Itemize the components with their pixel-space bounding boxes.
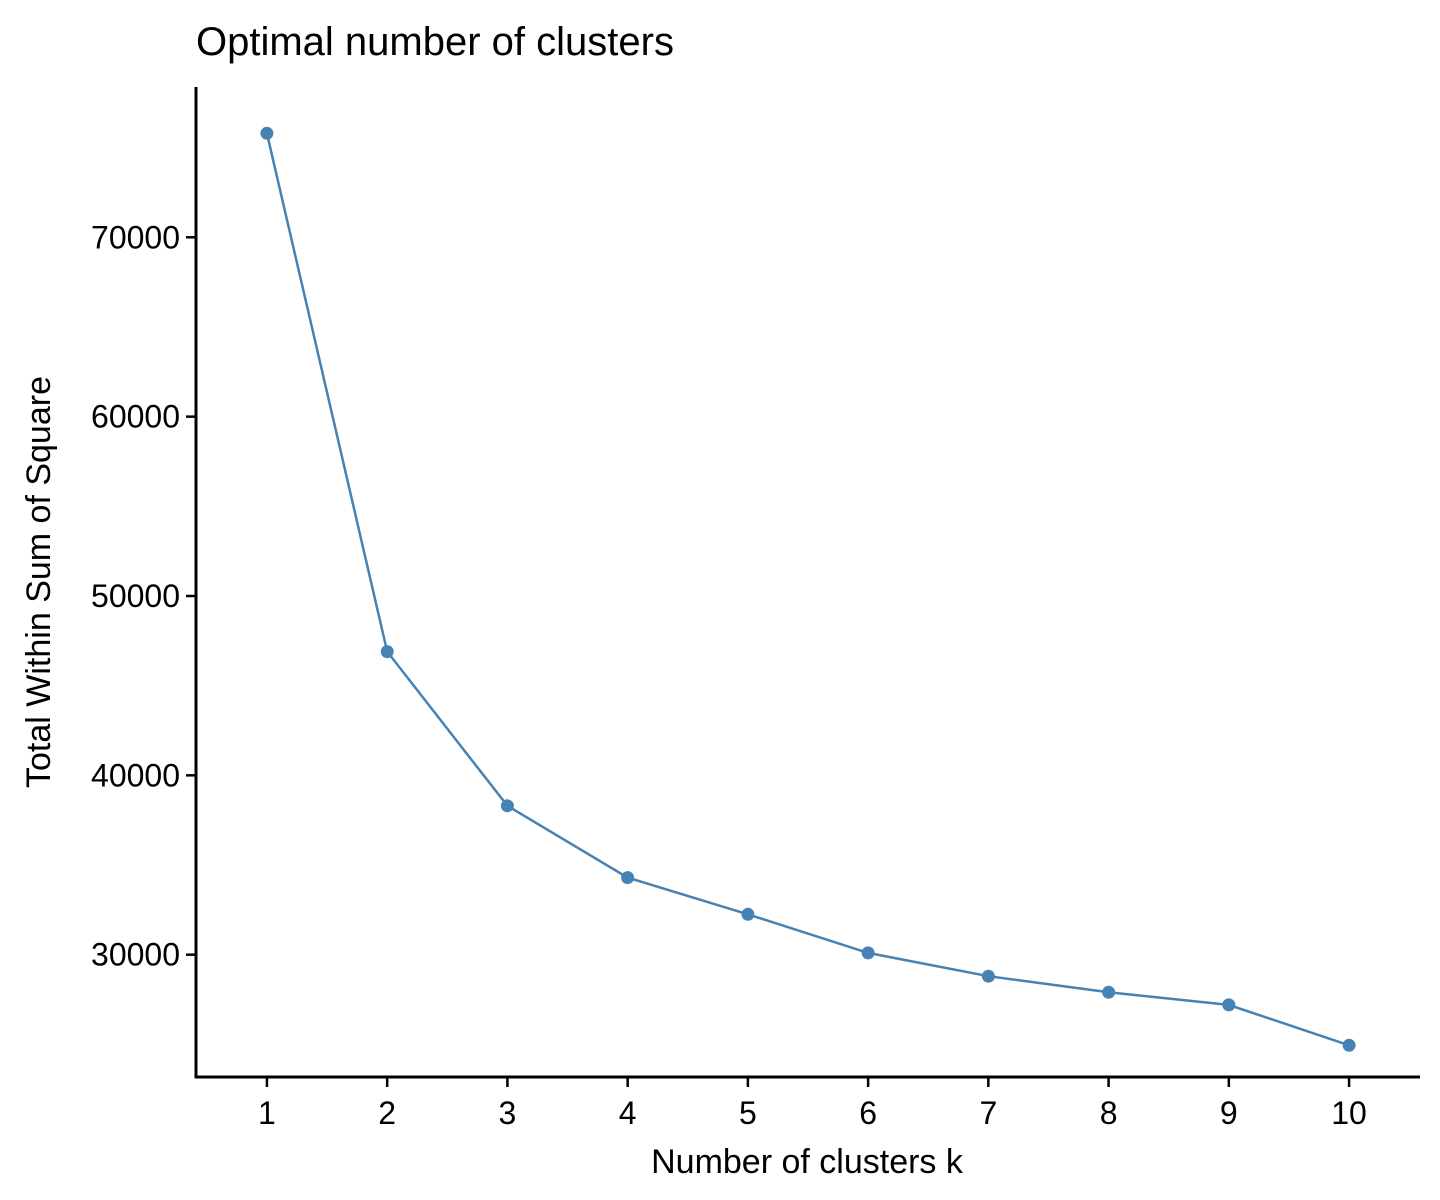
y-axis: 30000 40000 50000 60000 70000 [91,87,198,1077]
y-tick-label: 50000 [91,578,180,614]
chart-title: Optimal number of clusters [196,20,674,64]
x-tick-label: 1 [258,1095,276,1131]
series-group [260,126,1356,1052]
data-point [981,969,995,983]
data-point [741,907,755,921]
x-tick-label: 4 [619,1095,637,1131]
x-tick-label: 7 [979,1095,997,1131]
x-tick-label: 8 [1100,1095,1118,1131]
data-point [621,871,635,885]
x-tick-label: 2 [378,1095,396,1131]
series-line [265,133,1350,1047]
x-tick-label: 6 [859,1095,877,1131]
data-point [861,946,875,960]
x-axis-title: Number of clusters k [651,1143,964,1181]
y-tick-label: 30000 [91,937,180,973]
data-point [500,799,514,813]
x-axis: 1 2 3 4 5 6 7 8 9 10 [194,1075,1420,1131]
x-tick-label: 3 [499,1095,517,1131]
data-point [1342,1038,1356,1052]
data-point [1222,998,1236,1012]
y-tick-label: 40000 [91,757,180,793]
x-tick-label: 5 [739,1095,757,1131]
data-point [260,126,274,140]
y-tick-label: 70000 [91,219,180,255]
y-axis-title: Total Within Sum of Square [20,376,58,788]
x-tick-label: 9 [1220,1095,1238,1131]
x-tick-label: 10 [1331,1095,1367,1131]
data-point [1102,985,1116,999]
y-tick-label: 60000 [91,399,180,435]
data-point [380,645,394,659]
